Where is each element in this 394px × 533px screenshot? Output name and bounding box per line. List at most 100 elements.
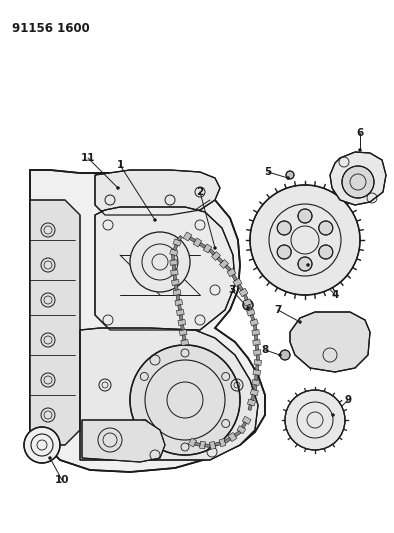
Polygon shape (250, 389, 258, 396)
Circle shape (247, 306, 249, 310)
Circle shape (130, 345, 240, 455)
Polygon shape (242, 422, 247, 428)
Polygon shape (30, 200, 80, 445)
Polygon shape (255, 345, 258, 350)
Polygon shape (171, 255, 175, 260)
Circle shape (277, 221, 291, 235)
Text: 2: 2 (196, 187, 204, 197)
Polygon shape (253, 370, 260, 375)
Text: 9: 9 (344, 395, 351, 405)
Polygon shape (243, 299, 252, 306)
Circle shape (280, 350, 290, 360)
Polygon shape (173, 275, 177, 280)
Polygon shape (177, 236, 182, 241)
Polygon shape (247, 309, 255, 316)
Polygon shape (188, 438, 197, 447)
Polygon shape (247, 304, 251, 311)
Circle shape (286, 176, 290, 180)
Polygon shape (193, 238, 202, 247)
Circle shape (299, 320, 301, 324)
Polygon shape (234, 431, 241, 437)
Polygon shape (219, 439, 226, 447)
Polygon shape (189, 237, 196, 243)
Text: 91156 1600: 91156 1600 (12, 22, 90, 35)
Polygon shape (95, 207, 235, 330)
Polygon shape (183, 232, 192, 241)
Polygon shape (239, 288, 248, 297)
Polygon shape (178, 305, 182, 310)
Text: 4: 4 (331, 290, 339, 300)
Polygon shape (176, 295, 180, 300)
Circle shape (298, 209, 312, 223)
Polygon shape (195, 442, 200, 446)
Polygon shape (209, 441, 216, 449)
Polygon shape (242, 416, 251, 424)
Circle shape (24, 427, 60, 463)
Polygon shape (251, 394, 255, 400)
Polygon shape (172, 265, 176, 270)
Polygon shape (173, 289, 181, 296)
Text: 10: 10 (55, 475, 69, 485)
Polygon shape (171, 279, 179, 286)
Polygon shape (225, 265, 231, 271)
Polygon shape (250, 319, 258, 326)
Circle shape (319, 221, 333, 235)
Polygon shape (175, 285, 178, 290)
Circle shape (250, 185, 360, 295)
Polygon shape (173, 239, 181, 246)
Polygon shape (215, 442, 220, 446)
Polygon shape (255, 365, 259, 370)
Polygon shape (227, 268, 236, 277)
Polygon shape (199, 441, 205, 449)
Polygon shape (95, 170, 220, 215)
Polygon shape (179, 329, 187, 335)
Circle shape (214, 246, 216, 249)
Circle shape (285, 390, 345, 450)
Polygon shape (250, 314, 255, 320)
Polygon shape (252, 379, 260, 385)
Polygon shape (181, 325, 184, 330)
Polygon shape (30, 170, 265, 472)
Circle shape (331, 414, 335, 416)
Text: 11: 11 (81, 153, 95, 163)
Polygon shape (330, 152, 386, 205)
Text: 1: 1 (116, 160, 124, 170)
Polygon shape (219, 260, 229, 269)
Circle shape (298, 257, 312, 271)
Polygon shape (173, 245, 178, 251)
Polygon shape (212, 252, 221, 261)
Circle shape (359, 149, 362, 151)
Polygon shape (253, 385, 257, 390)
Polygon shape (256, 355, 260, 360)
Circle shape (243, 300, 253, 310)
Polygon shape (224, 438, 231, 443)
Polygon shape (199, 243, 206, 248)
Polygon shape (254, 350, 261, 356)
Polygon shape (255, 375, 258, 380)
Circle shape (319, 245, 333, 259)
Text: 5: 5 (264, 167, 271, 177)
Circle shape (342, 166, 374, 198)
Polygon shape (178, 319, 186, 326)
Circle shape (154, 219, 156, 222)
Circle shape (130, 232, 190, 292)
Polygon shape (248, 405, 252, 410)
Polygon shape (255, 335, 258, 340)
Polygon shape (80, 328, 258, 460)
Polygon shape (243, 295, 248, 301)
Polygon shape (181, 340, 188, 345)
Polygon shape (171, 270, 178, 275)
Polygon shape (232, 274, 237, 281)
Polygon shape (205, 444, 210, 448)
Polygon shape (247, 399, 256, 406)
Polygon shape (290, 312, 370, 372)
Polygon shape (177, 310, 184, 316)
Polygon shape (253, 325, 257, 330)
Circle shape (277, 245, 291, 259)
Polygon shape (238, 284, 243, 291)
Polygon shape (228, 432, 237, 441)
Text: 8: 8 (261, 345, 269, 355)
Polygon shape (237, 425, 246, 434)
Polygon shape (179, 315, 183, 320)
Text: 7: 7 (274, 305, 282, 315)
